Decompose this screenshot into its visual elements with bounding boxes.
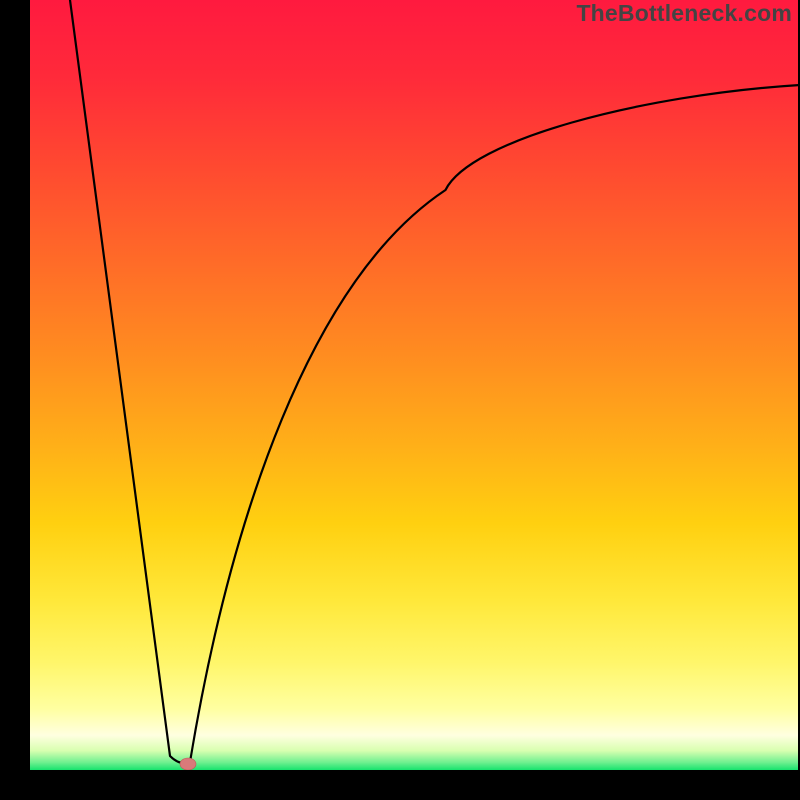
optimal-point-marker <box>180 758 196 770</box>
chart-svg <box>0 0 800 800</box>
axis-bottom <box>0 770 800 800</box>
axis-left <box>0 0 30 800</box>
plot-background <box>30 0 800 770</box>
watermark-text: TheBottleneck.com <box>576 0 792 27</box>
chart-stage: TheBottleneck.com <box>0 0 800 800</box>
